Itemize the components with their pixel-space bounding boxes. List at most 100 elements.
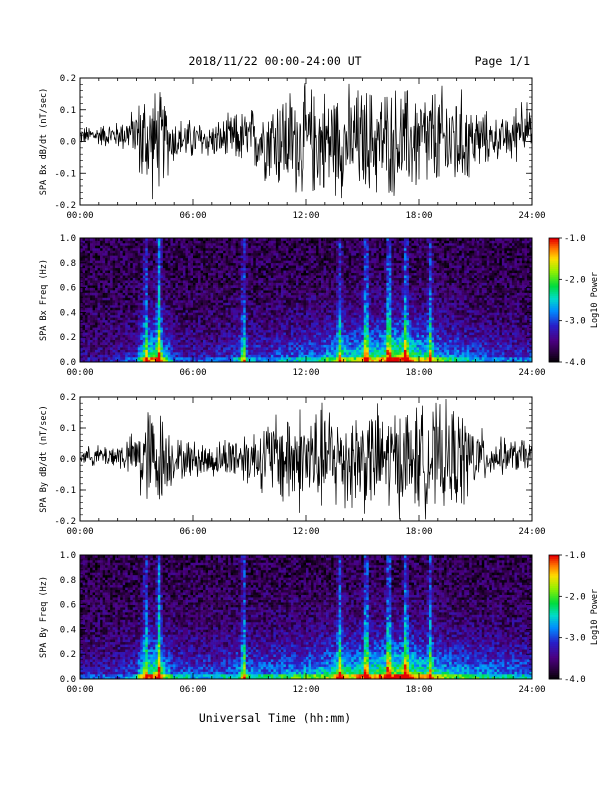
- spectrogram-cell: [215, 300, 219, 303]
- spectrogram-cell: [300, 257, 304, 261]
- spectrogram-cell: [140, 349, 144, 353]
- spectrogram-cell: [105, 327, 108, 331]
- spectrogram-cell: [215, 255, 219, 259]
- spectrogram-cell: [210, 329, 214, 333]
- spectrogram-cell: [175, 255, 179, 259]
- spectrogram-cell: [308, 339, 312, 343]
- spectrogram-cell: [130, 265, 134, 269]
- spectrogram-cell: [150, 302, 154, 306]
- spectrogram-cell: [157, 300, 161, 303]
- spectrogram-cell: [170, 250, 174, 254]
- spectrogram-cell: [268, 327, 272, 331]
- spectrogram-cell: [248, 297, 252, 301]
- spectrogram-cell: [152, 322, 156, 326]
- spectrogram-cell: [90, 247, 93, 251]
- spectrogram-cell: [253, 242, 257, 246]
- spectrogram-cell: [137, 260, 141, 264]
- spectrogram-cell: [250, 292, 254, 296]
- spectrogram-cell: [105, 280, 108, 283]
- spectrogram-cell: [102, 267, 106, 271]
- spectrogram-cell: [213, 257, 216, 261]
- spectrogram-cell: [187, 300, 191, 303]
- spectrogram-cell: [260, 285, 264, 288]
- spectrogram-cell: [97, 312, 101, 316]
- spectrogram-cell: [102, 312, 106, 316]
- spectrogram-cell: [175, 247, 179, 251]
- spectrogram-cell: [117, 297, 121, 301]
- spectrogram-cell: [193, 314, 196, 318]
- spectrogram-cell: [85, 317, 88, 321]
- spectrogram-cell: [311, 317, 314, 321]
- spectrogram-cell: [165, 247, 169, 251]
- spectrogram-cell: [193, 260, 196, 264]
- spectrogram-cell: [95, 287, 98, 291]
- spectrogram-cell: [235, 277, 239, 281]
- spectrogram-cell: [288, 322, 292, 326]
- spectrogram-cell: [263, 327, 267, 331]
- spectrogram-cell: [115, 334, 118, 338]
- spectrogram-cell: [97, 344, 101, 348]
- spectrogram-cell: [275, 245, 279, 249]
- spectrogram-cell: [157, 339, 161, 343]
- spectrogram-cell: [253, 304, 257, 308]
- spectrogram-cell: [175, 302, 179, 306]
- spectrogram-cell: [187, 347, 191, 350]
- spectrogram-cell: [85, 240, 88, 244]
- spectrogram-cell: [293, 255, 297, 259]
- spectrogram-cell: [248, 260, 252, 264]
- spectrogram-cell: [260, 257, 264, 261]
- spectrogram-cell: [210, 357, 214, 360]
- spectrogram-cell: [303, 280, 307, 283]
- spectrogram-cell: [220, 245, 224, 249]
- spectrogram-cell: [112, 324, 116, 328]
- spectrogram-cell: [285, 267, 289, 271]
- spectrogram-cell: [160, 270, 164, 274]
- spectrogram-cell: [288, 238, 292, 241]
- spectrogram-cell: [125, 238, 129, 241]
- spectrogram-cell: [152, 292, 156, 296]
- spectrogram-cell: [180, 247, 184, 251]
- spectrogram-cell: [130, 349, 134, 353]
- spectrogram-cell: [263, 357, 267, 360]
- spectrogram-cell: [157, 265, 161, 269]
- spectrogram-cell: [215, 322, 219, 326]
- spectrogram-cell: [323, 327, 327, 331]
- spectrogram-cell: [152, 332, 156, 336]
- spectrogram-cell: [110, 309, 113, 313]
- spectrogram-cell: [300, 307, 304, 311]
- spectrogram-cell: [120, 257, 123, 261]
- spectrogram-cell: [203, 297, 206, 301]
- spectrogram-cell: [248, 307, 252, 311]
- spectrogram-cell: [255, 272, 259, 276]
- spectrogram-cell: [316, 339, 319, 343]
- spectrogram-cell: [92, 319, 96, 323]
- spectrogram-cell: [200, 245, 204, 249]
- spectrogram-cell: [95, 275, 98, 278]
- spectrogram-cell: [293, 307, 297, 311]
- spectrogram-cell: [90, 327, 93, 331]
- spectrogram-cell: [80, 297, 83, 301]
- spectrogram-cell: [263, 352, 267, 355]
- spectrogram-cell: [300, 247, 304, 251]
- spectrogram-cell: [145, 357, 149, 360]
- spectrogram-cell: [137, 265, 141, 269]
- spectrogram-cell: [228, 322, 231, 326]
- spectrogram-cell: [102, 247, 106, 251]
- spectrogram-cell: [80, 329, 83, 333]
- spectrogram-cell: [248, 327, 252, 331]
- spectrogram-cell: [142, 295, 146, 298]
- spectrogram-cell: [298, 257, 302, 261]
- spectrogram-cell: [318, 324, 322, 328]
- spectrogram-cell: [140, 295, 144, 298]
- spectrogram-cell: [127, 324, 131, 328]
- spectrogram-cell: [110, 247, 113, 251]
- spectrogram-cell: [233, 312, 236, 316]
- spectrogram-cell: [105, 240, 108, 244]
- spectrogram-cell: [198, 265, 201, 269]
- spectrogram-cell: [230, 238, 234, 241]
- spectrogram-cell: [115, 255, 118, 259]
- spectrogram-cell: [152, 238, 156, 241]
- spectrogram-cell: [313, 332, 317, 336]
- spectrogram-cell: [215, 307, 219, 311]
- spectrogram-cell: [321, 285, 324, 288]
